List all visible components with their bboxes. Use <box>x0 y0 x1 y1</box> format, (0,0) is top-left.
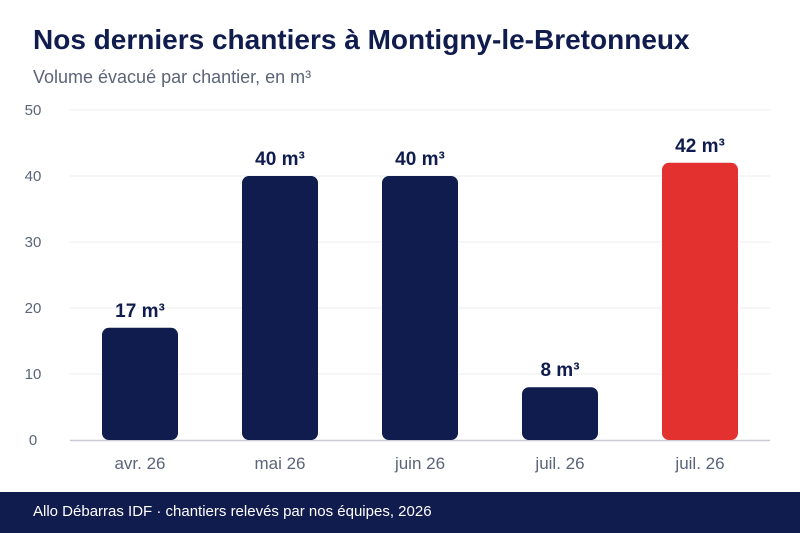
y-tick-label: 40 <box>25 168 42 185</box>
data-label: 40 m³ <box>255 149 305 170</box>
bar <box>102 327 178 440</box>
chart-subtitle: Volume évacué par chantier, en m³ <box>33 67 312 87</box>
x-tick-label: avr. 26 <box>114 454 165 473</box>
footer-source: Allo Débarras IDF · chantiers relevés pa… <box>33 503 432 520</box>
y-tick-label: 0 <box>29 432 37 449</box>
x-tick-label: juil. 26 <box>534 454 584 473</box>
y-tick-label: 20 <box>25 300 42 317</box>
bar <box>522 387 598 440</box>
bar <box>242 176 318 440</box>
bar <box>662 162 738 441</box>
data-label: 17 m³ <box>115 301 165 322</box>
y-tick-label: 10 <box>25 366 42 383</box>
x-tick-label: mai 26 <box>254 454 305 473</box>
bar <box>382 176 458 440</box>
y-tick-label: 30 <box>25 234 42 251</box>
data-label: 8 m³ <box>540 360 579 381</box>
x-tick-label: juin 26 <box>394 454 445 473</box>
x-tick-label: juil. 26 <box>674 454 724 473</box>
data-label: 42 m³ <box>675 136 725 157</box>
footer-bar: Allo Débarras IDF · chantiers relevés pa… <box>0 492 800 533</box>
data-label: 40 m³ <box>395 149 445 170</box>
y-tick-label: 50 <box>25 102 42 119</box>
chart-title: Nos derniers chantiers à Montigny-le-Bre… <box>33 24 690 55</box>
bar-chart: 0 10 20 30 40 50 17 m³ avr. 26 40 m³ mai 26 40 m³ j… <box>25 102 770 473</box>
